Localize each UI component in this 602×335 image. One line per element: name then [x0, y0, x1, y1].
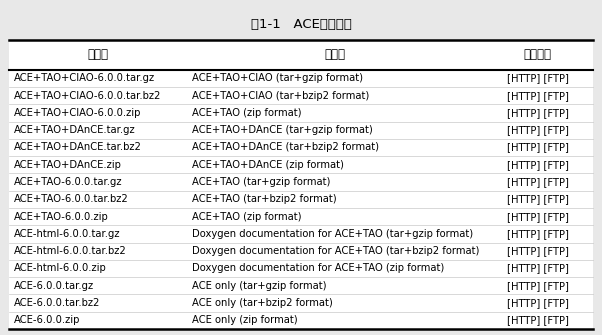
Text: [HTTP] [FTP]: [HTTP] [FTP] — [506, 315, 568, 325]
Text: ACE-6.0.0.zip: ACE-6.0.0.zip — [14, 315, 80, 325]
Text: [HTTP] [FTP]: [HTTP] [FTP] — [506, 177, 568, 187]
Text: ACE+TAO (tar+bzip2 format): ACE+TAO (tar+bzip2 format) — [192, 194, 337, 204]
Text: ACE+TAO+DAnCE (tar+gzip format): ACE+TAO+DAnCE (tar+gzip format) — [192, 125, 373, 135]
Text: [HTTP] [FTP]: [HTTP] [FTP] — [506, 281, 568, 291]
Text: ACE-6.0.0.tar.bz2: ACE-6.0.0.tar.bz2 — [14, 298, 100, 308]
Text: ACE+TAO+CIAO-6.0.0.tar.bz2: ACE+TAO+CIAO-6.0.0.tar.bz2 — [14, 90, 161, 100]
Text: ACE only (tar+gzip format): ACE only (tar+gzip format) — [192, 281, 326, 291]
Text: [HTTP] [FTP]: [HTTP] [FTP] — [506, 90, 568, 100]
Text: ACE+TAO-6.0.0.zip: ACE+TAO-6.0.0.zip — [14, 212, 108, 222]
Text: [HTTP] [FTP]: [HTTP] [FTP] — [506, 229, 568, 239]
Text: ACE+TAO+DAnCE (tar+bzip2 format): ACE+TAO+DAnCE (tar+bzip2 format) — [192, 142, 379, 152]
Text: ACE+TAO (zip format): ACE+TAO (zip format) — [192, 212, 302, 222]
Text: Doxygen documentation for ACE+TAO (zip format): Doxygen documentation for ACE+TAO (zip f… — [192, 263, 444, 273]
Text: ACE+TAO+DAnCE.zip: ACE+TAO+DAnCE.zip — [14, 160, 122, 170]
Text: ACE+TAO-6.0.0.tar.bz2: ACE+TAO-6.0.0.tar.bz2 — [14, 194, 129, 204]
Text: 下载链接: 下载链接 — [524, 49, 551, 61]
Text: ACE-html-6.0.0.tar.gz: ACE-html-6.0.0.tar.gz — [14, 229, 120, 239]
Text: [HTTP] [FTP]: [HTTP] [FTP] — [506, 125, 568, 135]
Text: [HTTP] [FTP]: [HTTP] [FTP] — [506, 298, 568, 308]
Text: ACE+TAO+DAnCE.tar.gz: ACE+TAO+DAnCE.tar.gz — [14, 125, 135, 135]
Text: ACE+TAO (tar+gzip format): ACE+TAO (tar+gzip format) — [192, 177, 330, 187]
Text: ACE+TAO+CIAO-6.0.0.tar.gz: ACE+TAO+CIAO-6.0.0.tar.gz — [14, 73, 155, 83]
Text: ACE-html-6.0.0.zip: ACE-html-6.0.0.zip — [14, 263, 107, 273]
Text: ACE-html-6.0.0.tar.bz2: ACE-html-6.0.0.tar.bz2 — [14, 246, 126, 256]
Text: [HTTP] [FTP]: [HTTP] [FTP] — [506, 212, 568, 222]
Text: [HTTP] [FTP]: [HTTP] [FTP] — [506, 160, 568, 170]
Text: [HTTP] [FTP]: [HTTP] [FTP] — [506, 108, 568, 118]
Text: 描　述: 描 述 — [324, 49, 345, 61]
Text: [HTTP] [FTP]: [HTTP] [FTP] — [506, 263, 568, 273]
Text: ACE+TAO+DAnCE.tar.bz2: ACE+TAO+DAnCE.tar.bz2 — [14, 142, 141, 152]
Text: ACE only (tar+bzip2 format): ACE only (tar+bzip2 format) — [192, 298, 333, 308]
Text: [HTTP] [FTP]: [HTTP] [FTP] — [506, 194, 568, 204]
Text: ACE+TAO+CIAO-6.0.0.zip: ACE+TAO+CIAO-6.0.0.zip — [14, 108, 141, 118]
Text: ACE+TAO (zip format): ACE+TAO (zip format) — [192, 108, 302, 118]
Text: 文件名: 文件名 — [87, 49, 108, 61]
Text: ACE+TAO+CIAO (tar+gzip format): ACE+TAO+CIAO (tar+gzip format) — [192, 73, 363, 83]
Text: [HTTP] [FTP]: [HTTP] [FTP] — [506, 73, 568, 83]
Text: [HTTP] [FTP]: [HTTP] [FTP] — [506, 142, 568, 152]
Text: Doxygen documentation for ACE+TAO (tar+gzip format): Doxygen documentation for ACE+TAO (tar+g… — [192, 229, 473, 239]
Text: ACE+TAO-6.0.0.tar.gz: ACE+TAO-6.0.0.tar.gz — [14, 177, 122, 187]
Text: ACE-6.0.0.tar.gz: ACE-6.0.0.tar.gz — [14, 281, 94, 291]
Text: [HTTP] [FTP]: [HTTP] [FTP] — [506, 246, 568, 256]
Text: ACE only (zip format): ACE only (zip format) — [192, 315, 297, 325]
Bar — [9, 40, 593, 329]
Text: Doxygen documentation for ACE+TAO (tar+bzip2 format): Doxygen documentation for ACE+TAO (tar+b… — [192, 246, 479, 256]
Text: 表1-1   ACE的代码包: 表1-1 ACE的代码包 — [250, 18, 352, 31]
Text: ACE+TAO+CIAO (tar+bzip2 format): ACE+TAO+CIAO (tar+bzip2 format) — [192, 90, 369, 100]
Text: ACE+TAO+DAnCE (zip format): ACE+TAO+DAnCE (zip format) — [192, 160, 344, 170]
